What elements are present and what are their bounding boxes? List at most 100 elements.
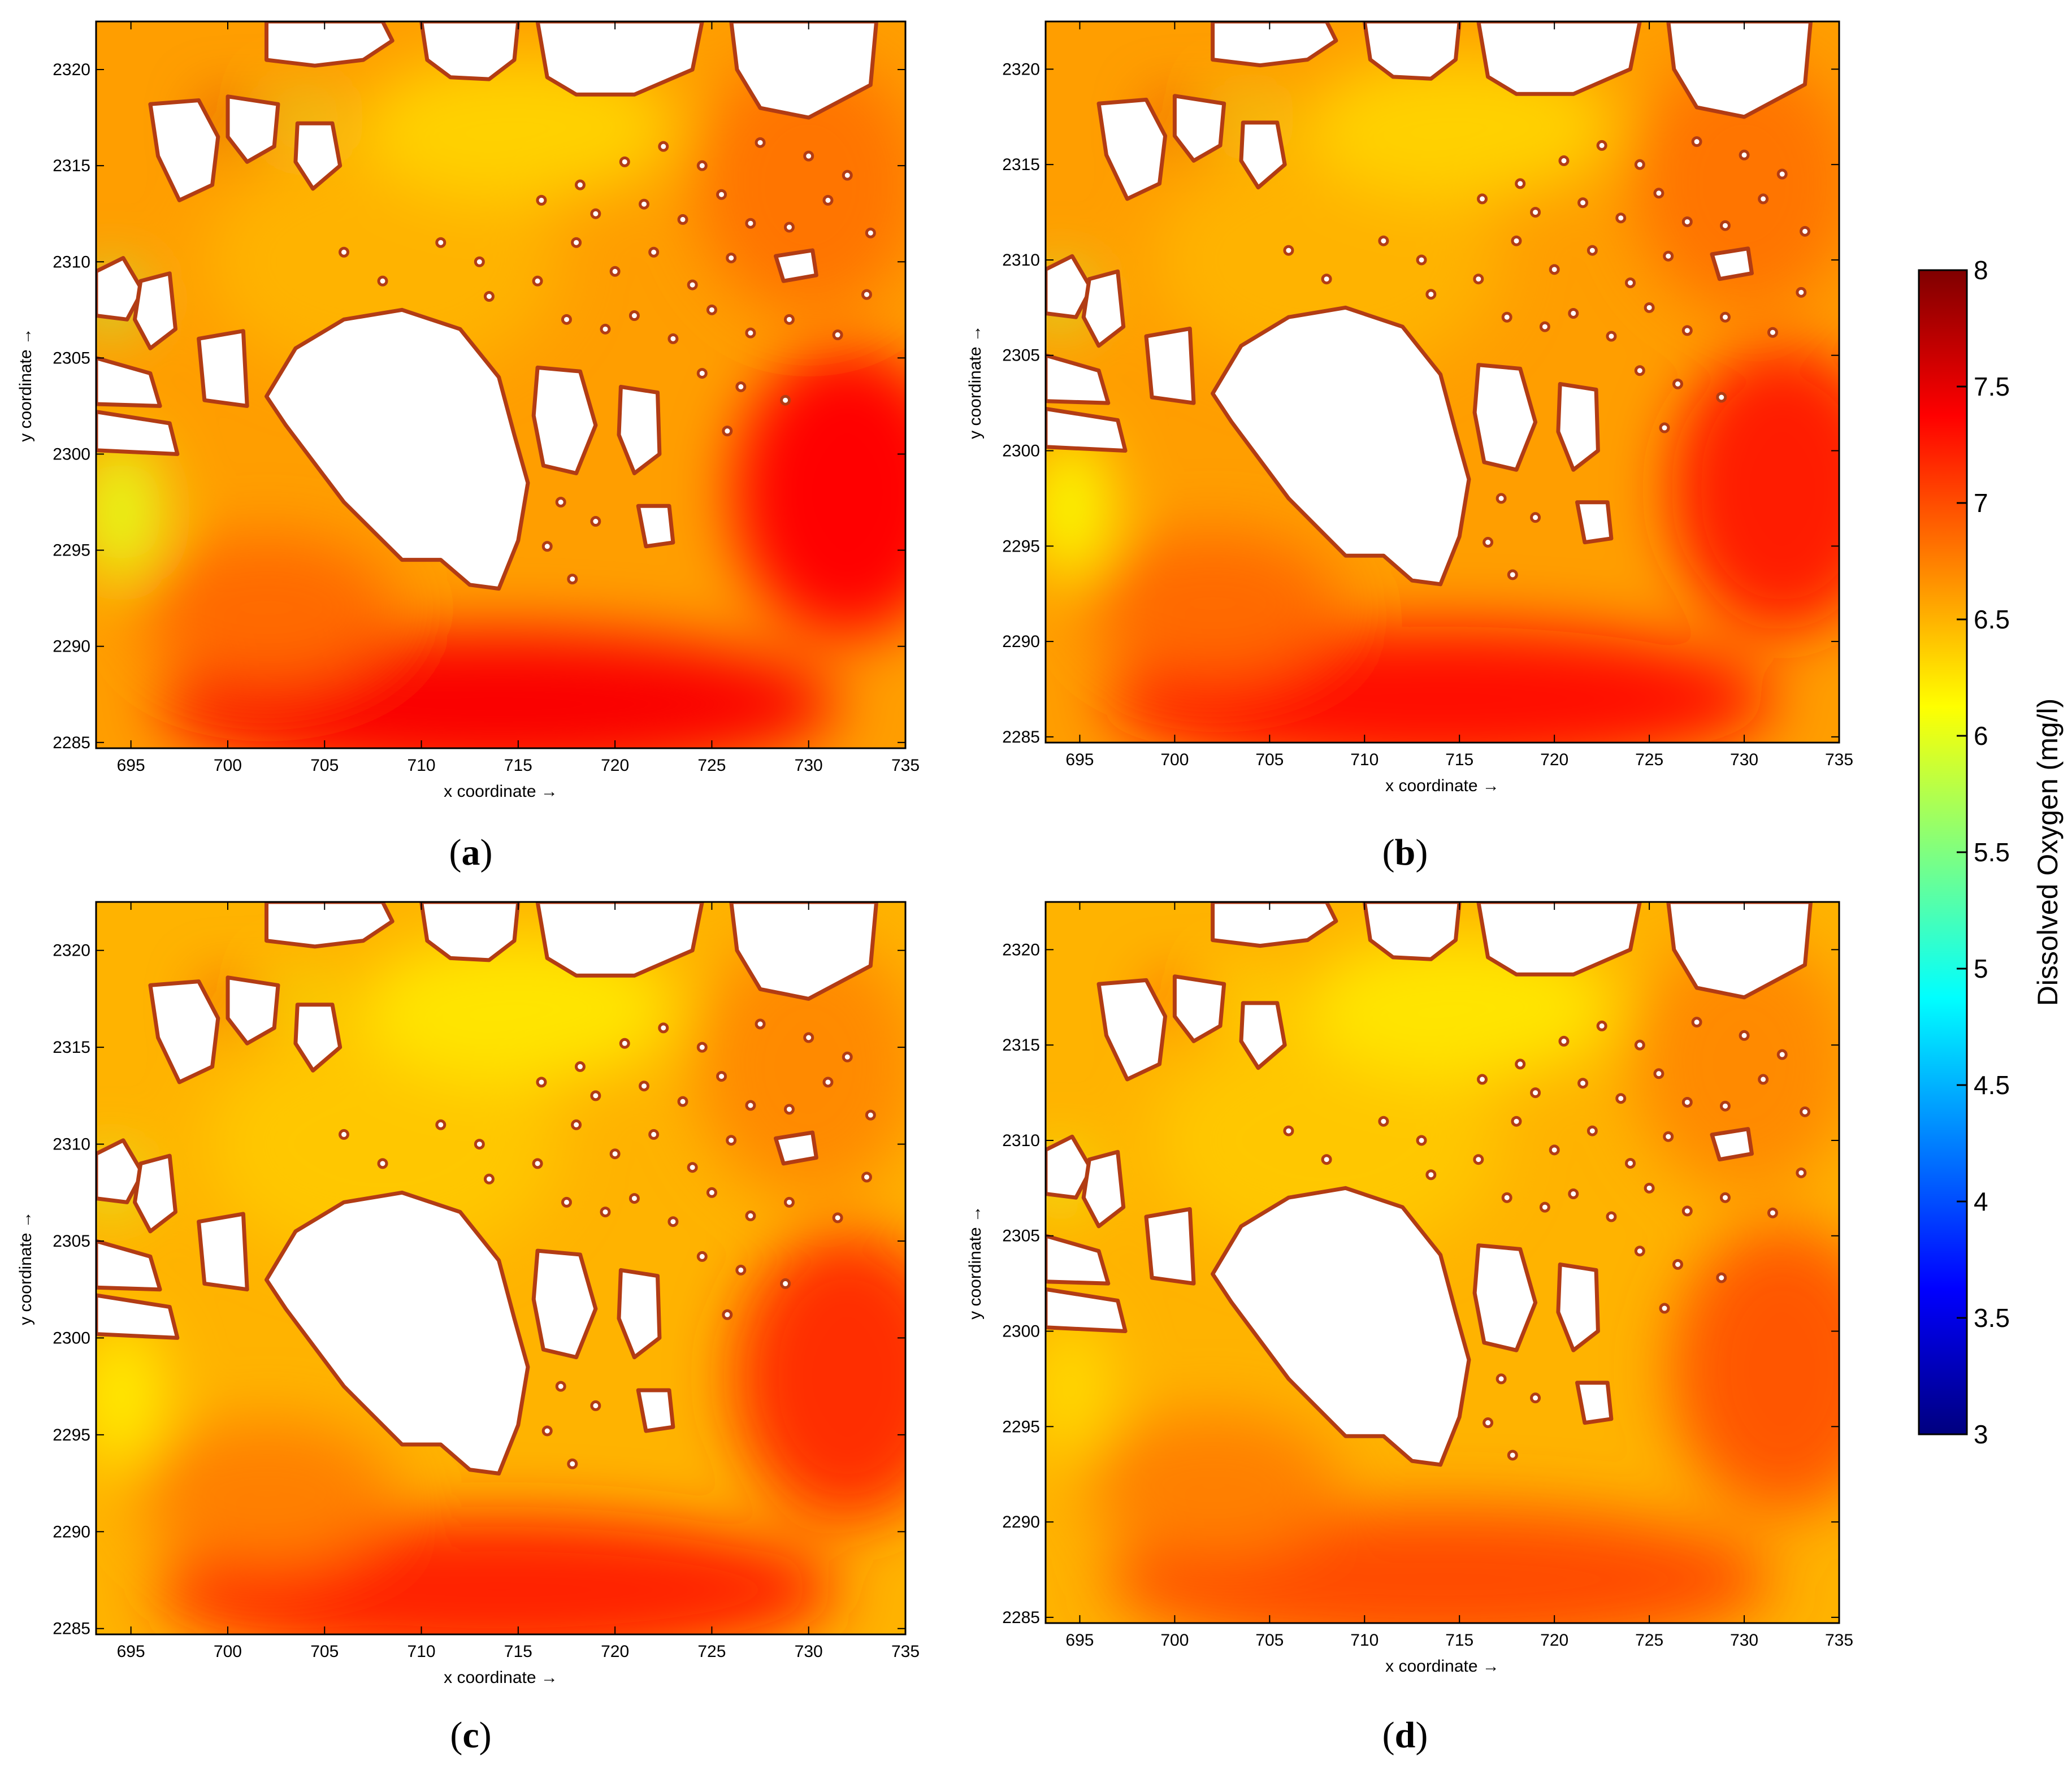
x-tick-label: 720 [601,756,629,775]
islet [1625,277,1636,288]
islet [1539,1201,1550,1213]
islet [541,541,553,552]
panel-label: (d) [1382,1715,1428,1756]
land-nw1 [1096,97,1168,201]
islet [377,1158,388,1169]
land-nw1 [148,98,220,202]
islet [1625,1157,1636,1169]
islet [832,1212,843,1224]
islet [861,289,872,300]
x-axis-label: x coordinate → [444,1668,558,1687]
colorbar-tick-label: 5 [1974,954,1988,983]
x-tick-label: 715 [504,1642,532,1661]
x-axis-label: x coordinate → [444,782,558,801]
islet [716,1071,727,1082]
y-tick-label: 2310 [53,253,90,271]
land-north1 [1211,902,1338,948]
islet [1681,216,1693,227]
islet [1477,193,1488,205]
panel-d: 695 700 705 710 715 720 725 730 735 2285 2290 2295 2… [966,901,1853,1756]
land-north4 [729,902,879,1001]
islet [483,1173,495,1185]
islet [1719,1192,1731,1203]
x-tick-label: 695 [1065,750,1094,769]
islet [1719,311,1731,323]
islet [609,1148,621,1160]
land-w4 [1144,327,1196,405]
islet [377,275,388,287]
y-tick-label: 2315 [53,1038,90,1057]
x-tick-label: 735 [891,756,920,775]
y-tick-label: 2290 [53,637,90,656]
land-e4 [1710,1127,1754,1162]
do-field [96,21,905,748]
islet [1672,378,1683,389]
islet [590,1400,601,1411]
islet [1496,493,1507,504]
islet [1530,1087,1541,1099]
islet [1606,331,1617,342]
islet [1672,1259,1683,1270]
x-tick-label: 705 [1255,750,1284,769]
islet [1586,1125,1598,1136]
islet [435,1119,447,1130]
y-tick-label: 2305 [53,349,90,367]
x-tick-label: 700 [214,756,242,775]
islet [567,1458,578,1469]
colorbar-tick-label: 7.5 [1974,372,2010,401]
land-e1 [531,1248,598,1360]
islet [1515,178,1526,189]
islet [1473,274,1484,285]
islet [1681,325,1693,336]
islet [561,1196,572,1208]
x-tick-label: 735 [891,1642,920,1661]
islet [1515,1058,1526,1070]
colorbar-tick-label: 3.5 [1974,1303,2010,1333]
islet [1283,1125,1294,1136]
islet [1739,1030,1750,1041]
islet [1549,1144,1560,1156]
islet [842,170,853,181]
x-tick-label: 715 [1445,750,1473,769]
islet [832,329,843,341]
islet [339,1129,350,1140]
y-tick-label: 2320 [1002,940,1040,959]
land [96,21,879,591]
x-tick-label: 725 [1635,1631,1663,1650]
islet [735,1264,747,1276]
land-nw4 [1046,1134,1094,1200]
panel-a: 695 700 705 710 715 720 725 730 735 2285 2290 2295 2… [16,20,920,873]
x-axis-label: x coordinate → [1385,776,1499,795]
y-tick-label: 2300 [1002,1322,1040,1341]
islet [600,1207,611,1218]
land-w1 [1081,1149,1126,1229]
land-e4 [774,248,818,283]
islet [435,237,447,248]
islet [567,574,578,585]
land-nw3 [293,1003,343,1073]
islet [1681,1205,1693,1217]
islet [696,160,708,171]
islet [1530,207,1541,218]
y-tick-label: 2285 [53,1620,90,1638]
islet [532,1158,543,1169]
y-tick-label: 2305 [1002,346,1040,365]
islet [1378,235,1389,246]
y-tick-label: 2320 [53,942,90,960]
land-mainIsland [1211,1186,1471,1467]
islet [561,314,572,325]
islet [783,314,795,325]
islet [1659,422,1670,433]
islet [571,237,582,248]
panel-b: 695 700 705 710 715 720 725 730 735 2285 2290 2295 2… [966,20,1853,873]
islet [755,137,766,148]
islet [1758,193,1769,205]
islet [1659,1303,1670,1314]
islet [1606,1211,1617,1222]
islet [780,394,791,406]
land-w1 [133,1153,177,1234]
land-w2 [96,355,162,408]
x-tick-label: 720 [1540,750,1568,769]
islet [536,194,547,206]
islet [474,256,485,267]
